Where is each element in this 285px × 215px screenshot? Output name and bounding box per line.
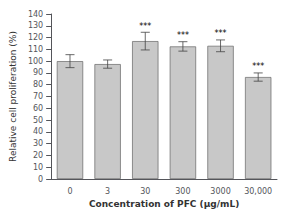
svg-text:***: *** xyxy=(177,31,189,40)
svg-text:Concentration of PFC (μg/mL): Concentration of PFC (μg/mL) xyxy=(89,199,239,209)
svg-text:90: 90 xyxy=(33,68,43,77)
svg-text:30,000: 30,000 xyxy=(244,187,272,196)
svg-text:120: 120 xyxy=(28,33,43,42)
svg-text:0: 0 xyxy=(38,175,43,184)
svg-text:Relative cell proliferation (%: Relative cell proliferation (%) xyxy=(8,31,18,162)
svg-text:20: 20 xyxy=(33,151,43,160)
svg-text:3: 3 xyxy=(105,187,110,196)
svg-text:130: 130 xyxy=(28,21,43,30)
svg-text:40: 40 xyxy=(33,127,43,136)
svg-text:30: 30 xyxy=(33,139,43,148)
svg-text:3000: 3000 xyxy=(210,187,230,196)
svg-text:50: 50 xyxy=(33,116,43,125)
svg-text:***: *** xyxy=(252,62,264,71)
svg-text:***: *** xyxy=(139,22,151,31)
svg-text:100: 100 xyxy=(28,57,43,66)
svg-text:30: 30 xyxy=(140,187,150,196)
svg-text:110: 110 xyxy=(28,45,43,54)
svg-text:60: 60 xyxy=(33,104,43,113)
svg-text:300: 300 xyxy=(175,187,190,196)
svg-text:***: *** xyxy=(215,29,227,38)
svg-text:10: 10 xyxy=(33,163,43,172)
svg-text:70: 70 xyxy=(33,92,43,101)
svg-text:80: 80 xyxy=(33,80,43,89)
svg-text:0: 0 xyxy=(67,187,72,196)
svg-text:140: 140 xyxy=(28,10,43,19)
